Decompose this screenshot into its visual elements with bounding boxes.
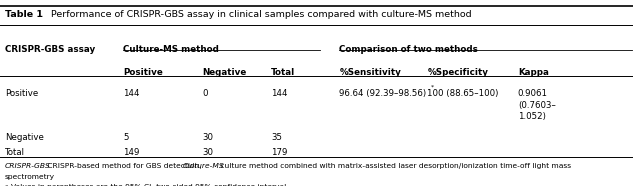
Text: CRISPR-GBS assay: CRISPR-GBS assay [5,45,96,54]
Text: Culture-MS method: Culture-MS method [123,45,219,54]
Text: Positive: Positive [5,89,39,98]
Text: Values in parentheses are the 95% CI, two-sided 95% confidence interval: Values in parentheses are the 95% CI, tw… [11,184,287,186]
Text: 30: 30 [203,148,213,157]
Text: Positive: Positive [123,68,163,77]
Text: 100 (88.65–100): 100 (88.65–100) [427,89,499,98]
Text: CRISPR-GBS: CRISPR-GBS [5,163,51,169]
Text: Total: Total [271,68,295,77]
Text: 96.64 (92.39–98.56): 96.64 (92.39–98.56) [339,89,427,98]
Text: %Sensitivity: %Sensitivity [339,68,401,77]
Text: spectrometry: spectrometry [5,174,55,180]
Text: 149: 149 [123,148,140,157]
Text: Culture-MS: Culture-MS [183,163,225,169]
Text: 144: 144 [123,89,140,98]
Text: 144: 144 [271,89,287,98]
Text: a: a [5,184,8,186]
Text: 5: 5 [123,133,129,142]
Text: %Specificity: %Specificity [427,68,488,77]
Text: culture method combined with matrix-assisted laser desorption/ionization time-of: culture method combined with matrix-assi… [218,163,572,169]
Text: *: * [431,85,434,90]
Text: Table 1: Table 1 [5,10,43,19]
Text: Negative: Negative [5,133,44,142]
Text: 0: 0 [203,89,208,98]
Text: 30: 30 [203,133,213,142]
Text: 35: 35 [271,133,282,142]
Text: CRISPR-based method for GBS detection,: CRISPR-based method for GBS detection, [45,163,204,169]
Text: 0.9061
(0.7603–
1.052): 0.9061 (0.7603– 1.052) [518,89,556,121]
Text: Negative: Negative [203,68,247,77]
Text: Total: Total [5,148,25,157]
Text: Comparison of two methods: Comparison of two methods [339,45,478,54]
Text: 179: 179 [271,148,287,157]
Text: Kappa: Kappa [518,68,549,77]
Text: Performance of CRISPR-GBS assay in clinical samples compared with culture-MS met: Performance of CRISPR-GBS assay in clini… [45,10,472,19]
